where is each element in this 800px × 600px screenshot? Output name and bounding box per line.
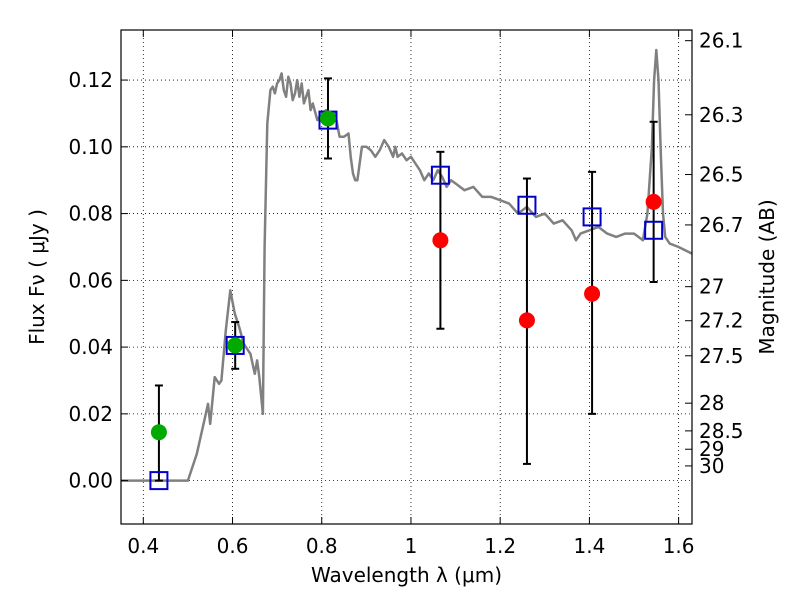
model-square-marker [517, 195, 537, 215]
plot-frame [120, 29, 693, 525]
observed-flux-point [432, 232, 449, 249]
x-tick-label: 1.4 [573, 534, 605, 558]
x-tick-label: 1 [405, 534, 418, 558]
y-tick-label: 0.04 [68, 335, 113, 359]
detection-point [319, 110, 336, 127]
x-tick-label: 0.6 [217, 534, 249, 558]
right-tick-label: 26.5 [699, 163, 744, 187]
observed-flux-point [645, 193, 662, 210]
right-tick-label: 26.1 [699, 29, 744, 53]
spectrum-line [121, 48, 693, 482]
right-tick-label: 26.3 [699, 103, 744, 127]
right-tick-label: 30 [699, 454, 724, 478]
detection-point [227, 337, 244, 354]
y-tick-label: 0.08 [68, 202, 113, 226]
right-tick-label: 28.5 [699, 419, 744, 443]
model-square-marker [644, 220, 664, 240]
y-tick-label: 0.06 [68, 268, 113, 292]
y-tick-label: 0.10 [68, 135, 113, 159]
spectrum-series [121, 48, 693, 482]
observed-flux-point [518, 312, 535, 329]
error-bars [154, 77, 658, 482]
detection-point [150, 424, 167, 441]
x-tick-label: 0.8 [306, 534, 338, 558]
x-tick-label: 0.4 [127, 534, 159, 558]
right-tick-label: 27 [699, 275, 724, 299]
x-tick-label: 1.6 [663, 534, 695, 558]
model-square-marker [582, 207, 602, 227]
y-axis-label: Flux Fν ( μJy ) [25, 209, 49, 345]
right-tick-label: 27.5 [699, 344, 744, 368]
observed-flux-point [584, 285, 601, 302]
right-tick-label: 29 [699, 437, 724, 461]
axis-ticks: 0.4 0.6 0.8 1 1.2 1.4 1.6 0.00 0.02 0.04 0.06 0.08 0… [68, 29, 743, 558]
x-tick-label: 1.2 [484, 534, 516, 558]
data-points [149, 110, 664, 491]
y-tick-label: 0.12 [68, 68, 113, 92]
model-square-marker [149, 471, 169, 491]
right-axis-label: Magnitude (AB) [755, 199, 779, 354]
x-axis-label: Wavelength λ (μm) [311, 563, 502, 587]
y-tick-label: 0.02 [68, 402, 113, 426]
y-tick-label: 0.00 [68, 469, 113, 493]
grid-lines [121, 30, 692, 524]
model-square-marker [225, 335, 245, 355]
model-square-marker [430, 165, 450, 185]
right-tick-label: 28 [699, 391, 724, 415]
right-tick-label: 26.7 [699, 213, 744, 237]
right-tick-label: 27.2 [699, 309, 744, 333]
